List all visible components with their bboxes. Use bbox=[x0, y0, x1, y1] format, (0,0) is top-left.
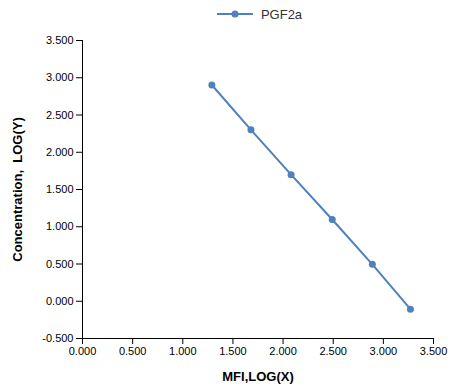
svg-text:-0.500: -0.500 bbox=[42, 332, 73, 344]
svg-text:3.000: 3.000 bbox=[370, 345, 398, 357]
svg-text:0.000: 0.000 bbox=[69, 345, 97, 357]
svg-text:0.500: 0.500 bbox=[46, 258, 74, 270]
svg-text:2.500: 2.500 bbox=[46, 109, 74, 121]
svg-text:1.500: 1.500 bbox=[46, 183, 74, 195]
svg-text:MFI,LOG(X): MFI,LOG(X) bbox=[222, 369, 294, 384]
svg-text:2.500: 2.500 bbox=[319, 345, 347, 357]
svg-text:1.500: 1.500 bbox=[219, 345, 247, 357]
svg-text:2.000: 2.000 bbox=[269, 345, 297, 357]
svg-text:3.000: 3.000 bbox=[46, 71, 74, 83]
svg-text:2.000: 2.000 bbox=[46, 146, 74, 158]
svg-text:1.000: 1.000 bbox=[169, 345, 197, 357]
html-text:PGF2a: PGF2a bbox=[260, 6, 303, 22]
svg-text:1.000: 1.000 bbox=[46, 220, 74, 232]
svg-text:Concentration, LOG(Y): Concentration, LOG(Y) bbox=[10, 117, 25, 261]
svg-text:3.500: 3.500 bbox=[420, 345, 448, 357]
svg-text:0.000: 0.000 bbox=[46, 295, 74, 307]
svg-text:0.500: 0.500 bbox=[119, 345, 147, 357]
svg-text:3.500: 3.500 bbox=[46, 34, 74, 46]
